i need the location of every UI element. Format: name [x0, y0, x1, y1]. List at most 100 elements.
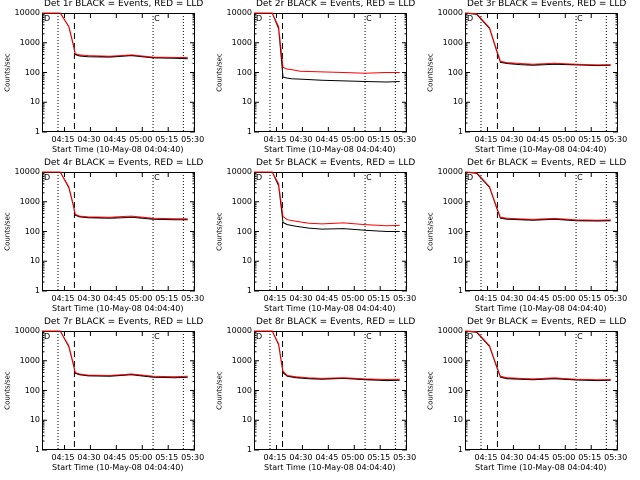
x-tick-label: 04:15	[51, 294, 75, 303]
plot-frame	[465, 13, 618, 132]
x-tick-label: 04:45	[526, 453, 550, 462]
x-tick-label: 04:30	[500, 453, 524, 462]
y-tick-label: 100	[236, 226, 252, 236]
y-axis-title: Counts/sec	[3, 370, 12, 410]
x-tick-label: 05:00	[129, 135, 153, 144]
marker-label: C	[154, 173, 160, 182]
marker-label: C	[366, 14, 372, 23]
marker-label: D	[44, 173, 50, 182]
x-tick-label: 04:30	[500, 135, 524, 144]
y-tick-label: 100	[24, 226, 40, 236]
y-tick-label: 1000	[19, 37, 40, 47]
y-tick-label: 1	[246, 286, 252, 295]
series-lld-line	[254, 330, 400, 381]
y-tick-label: 10000	[14, 167, 40, 176]
marker-label: C	[154, 14, 160, 23]
series-events-line	[464, 330, 611, 382]
x-tick-label: 04:45	[103, 453, 127, 462]
y-tick-label: 1000	[231, 196, 252, 206]
series-events-line	[42, 12, 188, 60]
y-tick-label: 10000	[14, 8, 40, 17]
y-tick-label: 1000	[231, 37, 252, 47]
plot-frame	[42, 13, 195, 132]
x-tick-label: 04:30	[77, 135, 101, 144]
x-tick-label: 05:15	[578, 453, 602, 462]
y-tick-label: 10000	[14, 326, 40, 335]
y-tick-label: 1	[457, 286, 463, 295]
x-tick-label: 04:45	[103, 294, 127, 303]
marker-label: C	[154, 332, 160, 341]
y-tick-label: 10	[241, 415, 252, 425]
chart-panel: Det 1r BLACK = Events, RED = LLD D C 1 10 100…	[0, 0, 210, 159]
y-tick-label: 10000	[226, 8, 252, 17]
x-tick-label: 05:00	[129, 453, 153, 462]
marker-label: C	[366, 332, 372, 341]
chart-panel: Det 2r BLACK = Events, RED = LLD D C 1 10 100…	[212, 0, 422, 159]
series-events-line	[254, 171, 400, 232]
chart-panel: Det 5r BLACK = Events, RED = LLD D C 1 10 100…	[212, 159, 422, 318]
y-tick-label: 10	[29, 415, 40, 425]
chart-title: Det 5r BLACK = Events, RED = LLD	[256, 158, 416, 168]
marker-label: D	[256, 173, 262, 182]
x-tick-label: 04:15	[263, 135, 287, 144]
chart-title: Det 9r BLACK = Events, RED = LLD	[467, 317, 627, 327]
x-tick-label: 04:15	[474, 453, 498, 462]
x-tick-label: 05:00	[341, 135, 365, 144]
marker-label: D	[44, 332, 50, 341]
x-tick-label: 05:00	[341, 294, 365, 303]
x-tick-label: 05:15	[367, 135, 391, 144]
series-events-line	[254, 12, 400, 83]
x-axis-title: Start Time (10-May-08 04:04:40)	[264, 463, 396, 472]
y-tick-label: 10000	[226, 167, 252, 176]
y-tick-label: 100	[447, 67, 463, 77]
y-tick-label: 10	[452, 97, 463, 107]
marker-label: D	[256, 14, 262, 23]
x-tick-label: 04:30	[77, 453, 101, 462]
plot-frame	[254, 331, 407, 450]
x-tick-label: 05:15	[155, 135, 179, 144]
x-tick-label: 05:15	[155, 453, 179, 462]
x-tick-label: 05:15	[578, 294, 602, 303]
y-tick-label: 100	[447, 226, 463, 236]
x-tick-label: 04:30	[289, 294, 313, 303]
chart-panel: Det 3r BLACK = Events, RED = LLD D C 1 10 100…	[423, 0, 633, 159]
marker-label: D	[467, 14, 473, 23]
chart-title: Det 8r BLACK = Events, RED = LLD	[256, 317, 416, 327]
x-axis-title: Start Time (10-May-08 04:04:40)	[475, 304, 607, 313]
marker-label: D	[44, 14, 50, 23]
x-tick-label: 05:30	[393, 294, 417, 303]
series-lld-line	[464, 12, 611, 66]
y-tick-label: 1000	[19, 355, 40, 365]
x-tick-label: 05:00	[552, 294, 576, 303]
y-tick-label: 1000	[442, 37, 463, 47]
x-tick-label: 04:15	[263, 453, 287, 462]
y-axis-title: Counts/sec	[426, 370, 435, 410]
x-tick-label: 05:30	[604, 294, 628, 303]
chart-title: Det 1r BLACK = Events, RED = LLD	[44, 0, 204, 9]
y-axis-title: Counts/sec	[215, 52, 224, 92]
y-tick-label: 10000	[226, 326, 252, 335]
x-tick-label: 04:15	[474, 294, 498, 303]
y-tick-label: 100	[24, 67, 40, 77]
y-tick-label: 1	[457, 127, 463, 136]
marker-label: C	[577, 173, 583, 182]
chart-panel: Det 7r BLACK = Events, RED = LLD D C 1 10 100…	[0, 318, 210, 477]
x-tick-label: 05:00	[341, 453, 365, 462]
y-axis-title: Counts/sec	[215, 211, 224, 251]
x-tick-label: 04:30	[289, 135, 313, 144]
x-tick-label: 05:00	[552, 453, 576, 462]
marker-label: C	[577, 332, 583, 341]
plot-frame	[465, 331, 618, 450]
x-tick-label: 04:15	[51, 453, 75, 462]
x-tick-label: 05:00	[552, 135, 576, 144]
x-tick-label: 04:15	[263, 294, 287, 303]
y-tick-label: 10000	[437, 8, 463, 17]
y-axis-title: Counts/sec	[3, 52, 12, 92]
series-lld-line	[254, 12, 400, 74]
y-tick-label: 10	[29, 97, 40, 107]
